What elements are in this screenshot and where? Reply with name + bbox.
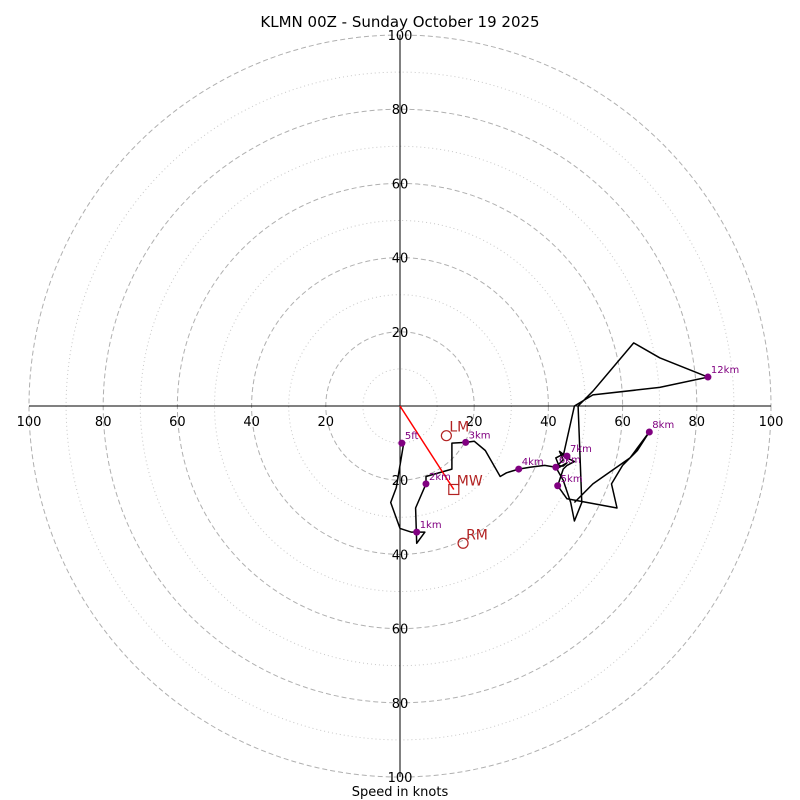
x-tick-label: 100 (17, 415, 42, 430)
height-marker-dot (413, 528, 421, 536)
storm-motion-marker (440, 430, 452, 442)
hodograph-traces (389, 342, 709, 545)
mean-wind-vector (399, 405, 455, 490)
height-marker-dot (554, 482, 562, 490)
height-marker-label: 1km (420, 520, 442, 531)
y-tick-label: 100 (388, 29, 413, 44)
y-tick-label: 40 (392, 548, 409, 563)
height-marker-label: 8km (652, 420, 674, 431)
storm-motion-markers: LM MW RM (440, 420, 488, 549)
y-tick-label: 60 (392, 623, 409, 638)
height-marker-dot (462, 438, 470, 446)
storm-motion-label: MW (457, 473, 483, 489)
x-tick-label: 20 (318, 415, 335, 430)
height-marker-dot (515, 465, 523, 473)
x-tick-label: 100 (759, 415, 784, 430)
height-marker-label: 5ft (405, 431, 419, 442)
height-marker-dot (563, 452, 571, 460)
height-marker-dot (552, 463, 560, 471)
height-marker-label: 6km (559, 455, 581, 466)
hodograph-trace (389, 342, 709, 545)
x-tick-label: 80 (95, 415, 112, 430)
y-tick-label: 40 (392, 252, 409, 267)
storm-motion-marker (457, 537, 469, 549)
x-axis-label: Speed in knots (352, 785, 449, 800)
x-tick-label: 60 (169, 415, 186, 430)
x-tick-label: 40 (243, 415, 260, 430)
storm-motion-label: RM (466, 527, 488, 543)
height-marker-label: 7km (570, 444, 592, 455)
storm-motion-marker (448, 483, 460, 496)
y-tick-label: 80 (392, 103, 409, 118)
y-tick-label: 60 (392, 177, 409, 192)
height-marker-dot (645, 428, 653, 436)
x-tick-label: 40 (540, 415, 557, 430)
height-marker-label: 4km (522, 457, 544, 468)
x-tick-label: 60 (614, 415, 631, 430)
x-tick-label: 80 (689, 415, 706, 430)
y-tick-label: 100 (388, 771, 413, 786)
height-marker-label: 12km (711, 365, 739, 376)
y-tick-label: 80 (392, 697, 409, 712)
y-tick-label: 20 (392, 474, 409, 489)
height-marker-label: 2km (429, 472, 451, 483)
x-tick-label: 20 (466, 415, 483, 430)
tick-labels: 20 20 20 20 40 40 40 40 60 60 60 60 80 80 80 80 100 100 10… (17, 29, 784, 786)
height-marker-dot (422, 480, 430, 488)
storm-motion-label: LM (449, 420, 469, 436)
height-marker-dot (704, 373, 712, 381)
chart-title: KLMN 00Z - Sunday October 19 2025 (260, 13, 539, 31)
height-marker-label: 5km (561, 474, 583, 485)
height-marker-label: 3km (469, 430, 491, 441)
y-tick-label: 20 (392, 326, 409, 341)
height-marker-dot (398, 439, 406, 447)
